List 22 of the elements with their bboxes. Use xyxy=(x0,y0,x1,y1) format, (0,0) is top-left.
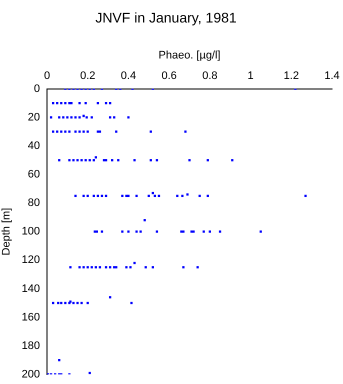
x-tick-label: 1 xyxy=(248,70,254,82)
y-tick-label: 80 xyxy=(28,197,40,210)
chart-title: JNVF in January, 1981 xyxy=(95,9,237,26)
y-tick-label: 140 xyxy=(22,282,40,295)
x-tick-label: 0.8 xyxy=(202,70,218,82)
y-tick-label: 200 xyxy=(22,368,40,380)
x-tick-label: 0 xyxy=(44,70,50,82)
y-tick-label: 120 xyxy=(22,254,40,266)
x-tick-label: 0.4 xyxy=(120,70,136,82)
y-tick-label: 20 xyxy=(28,111,40,124)
x-tick-label: 1.2 xyxy=(284,70,299,82)
y-axis-title: Depth [m] xyxy=(0,208,13,256)
y-tick-label: 60 xyxy=(28,168,40,181)
y-tick-label: 0 xyxy=(34,82,40,95)
x-tick-label: 0.2 xyxy=(80,70,96,82)
y-tick-label: 100 xyxy=(22,226,40,238)
y-tick-label: 160 xyxy=(22,311,40,324)
x-tick-label: 1.4 xyxy=(324,70,340,82)
y-tick-label: 180 xyxy=(22,340,40,352)
x-axis-title: Phaeo. [µg/l] xyxy=(158,49,220,62)
y-tick-label: 40 xyxy=(28,140,40,152)
x-tick-label: 0.6 xyxy=(161,70,177,82)
